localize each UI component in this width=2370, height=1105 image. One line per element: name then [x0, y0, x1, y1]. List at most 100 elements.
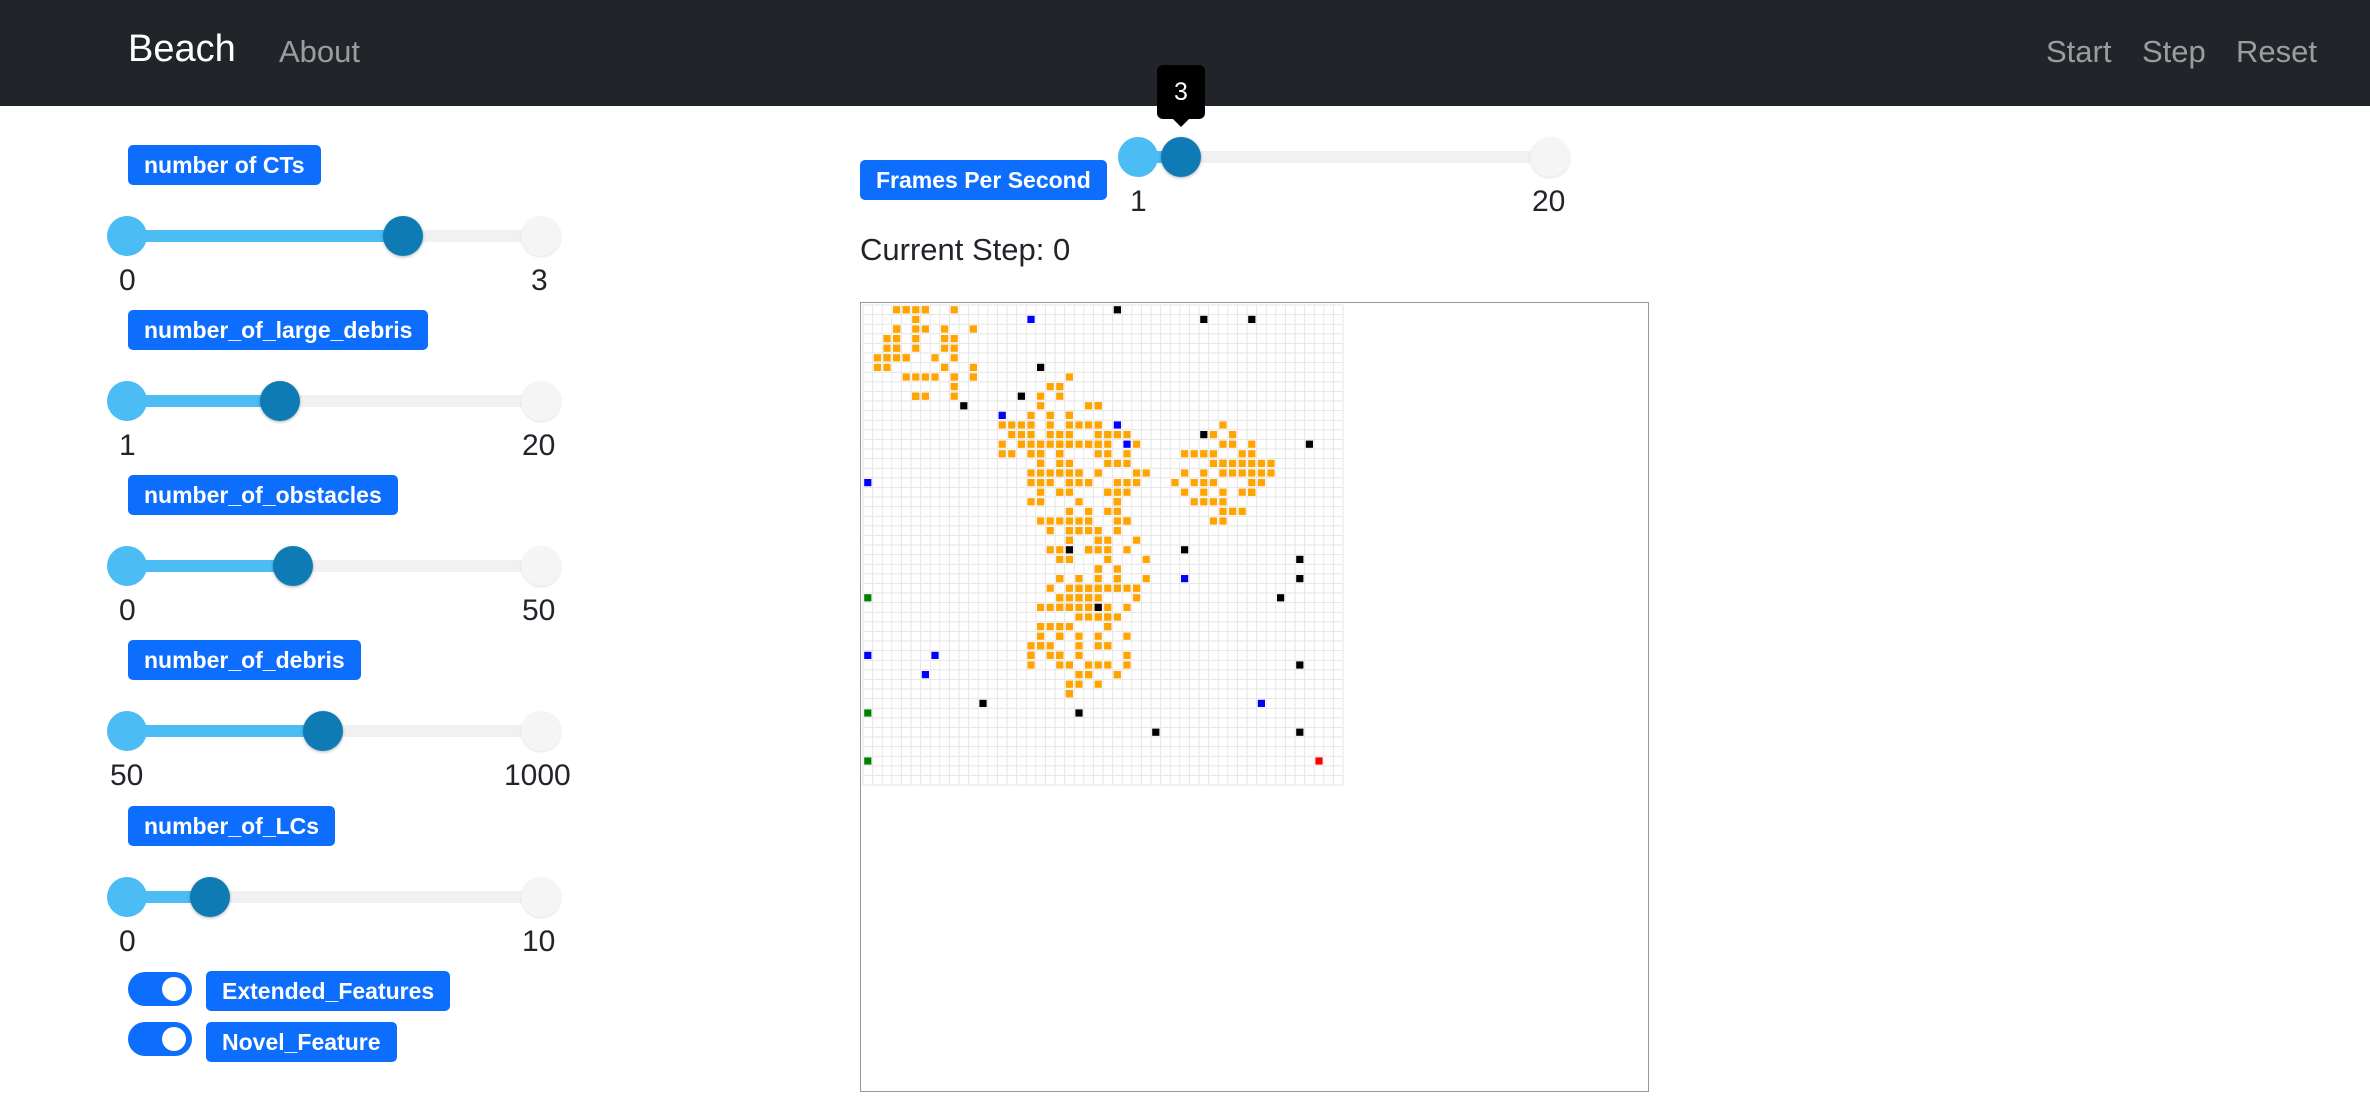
debris-cell [1229, 440, 1237, 448]
param-label-obstacles: number_of_obstacles [128, 475, 398, 515]
debris-cell [1037, 440, 1045, 448]
debris-cell [1104, 603, 1112, 611]
debris-cell [1200, 469, 1208, 477]
brand-title[interactable]: Beach [128, 28, 236, 70]
debris-cell [1056, 488, 1064, 496]
grid-canvas [862, 304, 1344, 786]
debris-cell [1065, 373, 1073, 381]
slider-handle[interactable] [1161, 137, 1202, 177]
debris-cell [1113, 488, 1121, 496]
debris-cell [1209, 498, 1217, 506]
debris-cell [998, 440, 1006, 448]
debris-cell [893, 344, 901, 352]
debris-cell [1085, 613, 1093, 621]
debris-cell [1219, 459, 1227, 467]
debris-cell [1123, 546, 1131, 554]
slider-large-debris[interactable] [107, 381, 561, 421]
debris-cell [1056, 392, 1064, 400]
step-button[interactable]: Step [2142, 34, 2206, 69]
debris-cell [998, 450, 1006, 458]
debris-cell [1065, 440, 1073, 448]
debris-cell [1065, 507, 1073, 515]
slider-debris[interactable] [107, 711, 561, 751]
debris-cell [1094, 450, 1102, 458]
debris-cell [1257, 479, 1265, 487]
toggle-novel-feature[interactable] [128, 1022, 192, 1056]
debris-cell [1104, 613, 1112, 621]
debris-cell [893, 325, 901, 333]
slider-handle[interactable] [189, 877, 230, 917]
debris-cell [1075, 584, 1083, 592]
slider-handle[interactable] [259, 381, 300, 421]
slider-handle[interactable] [383, 216, 423, 256]
toggle-extended-features[interactable] [128, 972, 192, 1006]
debris-cell [1248, 479, 1256, 487]
debris-cell [1104, 536, 1112, 544]
debris-cell [931, 354, 939, 362]
debris-cell [1037, 488, 1045, 496]
debris-cell [1065, 603, 1073, 611]
fps-slider[interactable] [1118, 137, 1570, 177]
reset-button[interactable]: Reset [2236, 34, 2317, 69]
debris-cell [1085, 527, 1093, 535]
debris-cell [1229, 469, 1237, 477]
debris-cell [1056, 469, 1064, 477]
obstacle-cell [1296, 555, 1304, 563]
debris-cell [1123, 603, 1131, 611]
obstacle-cell [1248, 315, 1256, 323]
debris-cell [1123, 661, 1131, 669]
debris-cell [1219, 488, 1227, 496]
debris-cell [1219, 507, 1227, 515]
debris-cell [1065, 661, 1073, 669]
debris-cell [1181, 488, 1189, 496]
agent-cell [998, 411, 1006, 419]
debris-cell [1075, 527, 1083, 535]
debris-cell [1037, 603, 1045, 611]
slider-cts[interactable] [107, 216, 561, 256]
debris-cell [1037, 517, 1045, 525]
debris-cell [1209, 517, 1217, 525]
debris-cell [1085, 507, 1093, 515]
debris-cell [1065, 459, 1073, 467]
debris-cell [1248, 440, 1256, 448]
debris-cell [1065, 623, 1073, 631]
current-step: Current Step: 0 [860, 232, 1071, 267]
fps-min: 1 [1130, 185, 1147, 218]
debris-cell [1075, 469, 1083, 477]
debris-cell [969, 363, 977, 371]
debris-cell [1238, 459, 1246, 467]
debris-cell [1104, 546, 1112, 554]
debris-cell [873, 354, 881, 362]
about-link[interactable]: About [279, 34, 361, 69]
obstacle-cell [1065, 546, 1073, 554]
debris-cell [1065, 488, 1073, 496]
debris-cell [1056, 459, 1064, 467]
debris-cell [1075, 613, 1083, 621]
slider-max: 20 [522, 429, 556, 462]
debris-cell [1085, 584, 1093, 592]
debris-cell [1094, 642, 1102, 650]
slider-handle[interactable] [303, 711, 344, 751]
slider-lcs[interactable] [107, 877, 561, 917]
debris-cell [950, 306, 958, 314]
debris-cell [1267, 469, 1275, 477]
debris-cell [1056, 383, 1064, 391]
slider-obstacles[interactable] [107, 546, 561, 586]
debris-cell [1056, 623, 1064, 631]
debris-cell [1027, 421, 1035, 429]
toggle-label-novel-feature: Novel_Feature [206, 1022, 397, 1062]
agent-cell [921, 671, 929, 679]
debris-cell [1008, 421, 1016, 429]
start-button[interactable]: Start [2046, 34, 2112, 69]
obstacle-cell [1305, 440, 1313, 448]
debris-cell [1104, 507, 1112, 515]
simulation-grid[interactable] [860, 302, 1649, 1092]
slider-handle[interactable] [272, 546, 313, 586]
green-cell [864, 709, 872, 717]
debris-cell [1113, 584, 1121, 592]
debris-cell [1113, 431, 1121, 439]
debris-cell [1104, 431, 1112, 439]
debris-cell [1037, 459, 1045, 467]
debris-cell [1123, 517, 1131, 525]
debris-cell [912, 306, 920, 314]
